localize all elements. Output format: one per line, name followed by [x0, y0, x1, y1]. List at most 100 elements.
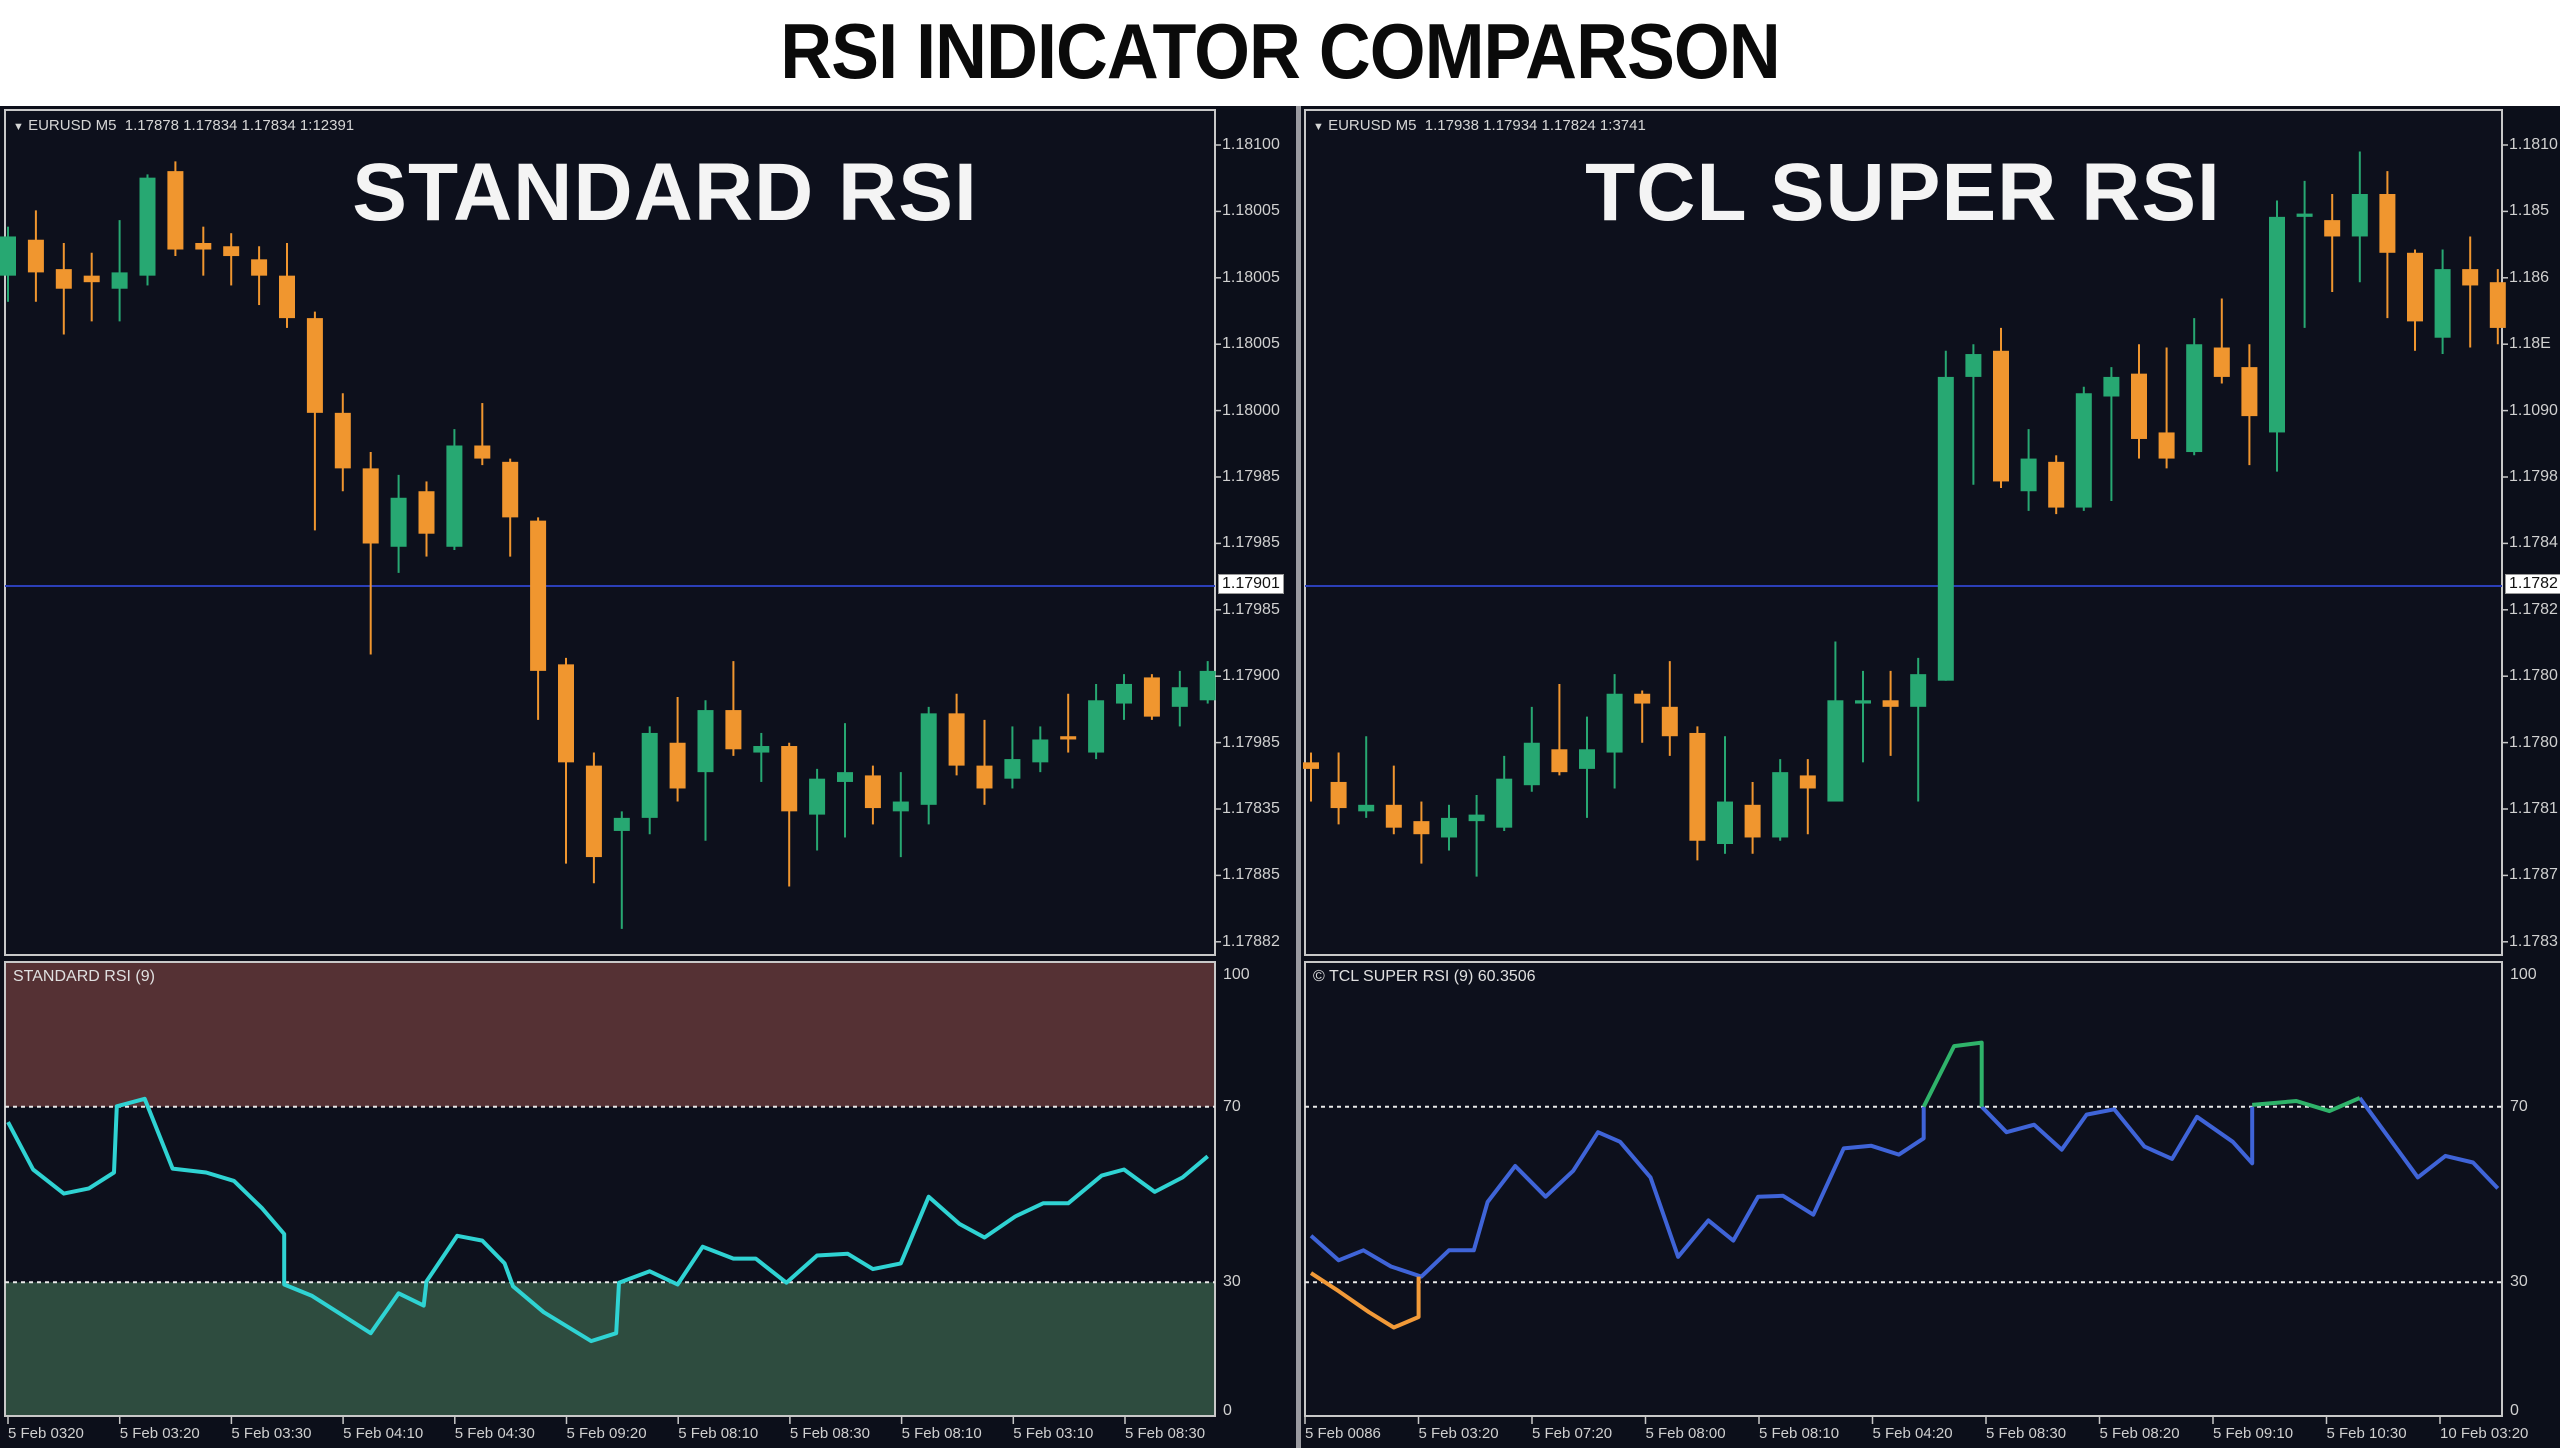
bullish-candle: [1910, 674, 1927, 707]
bullish-candle: [2434, 269, 2451, 338]
rsi-line-tcl_rsi_oversold: [1309, 1271, 1421, 1330]
oversold-zone: [6, 1282, 1214, 1415]
header-banner: RSI INDICATOR COMPARSON: [0, 0, 2560, 106]
bearish-candle: [27, 239, 44, 273]
bullish-candle: [809, 778, 826, 815]
bearish-candle: [669, 742, 686, 789]
rsi-axis-label: 100: [1223, 966, 1250, 983]
bullish-candle: [1004, 759, 1021, 779]
bullish-candle: [1606, 693, 1623, 753]
time-axis-label: 5 Feb 08:10: [678, 1425, 759, 1442]
bullish-candle: [1171, 687, 1188, 707]
bearish-candle: [251, 259, 268, 276]
bearish-candle: [2462, 269, 2479, 286]
bearish-candle: [334, 412, 351, 469]
rsi-line-standard_rsi_line: [6, 1096, 1209, 1344]
price-axis-label: 1.17835: [1222, 800, 1280, 817]
rsi-line-tcl_rsi_overbought: [2252, 1096, 2361, 1114]
bearish-candle: [864, 775, 881, 809]
bullish-candle: [1827, 700, 1844, 802]
rsi-axis-label: 0: [1223, 1402, 1232, 1419]
time-axis-label: 5 Feb 04:20: [1872, 1425, 1953, 1442]
bearish-candle: [2407, 252, 2423, 322]
price-plot-area-left: [4, 109, 1216, 956]
bullish-candle: [837, 772, 853, 782]
bullish-candle: [446, 445, 463, 547]
rsi-axis-label: 0: [2510, 1402, 2519, 1419]
bullish-candle: [2020, 458, 2037, 492]
bullish-candle: [1579, 749, 1595, 769]
price-axis-label: 1.1787: [2509, 866, 2558, 884]
chart-header: ▼ EURUSD M5 1.17938 1.17934 1.17824 1:37…: [1313, 117, 1646, 134]
time-axis-label: 5 Feb 03:20: [1418, 1425, 1499, 1442]
bullish-candle: [2075, 393, 2092, 508]
time-axis-label: 5 Feb 04:10: [343, 1425, 424, 1442]
bullish-candle: [1088, 700, 1105, 753]
time-axis-label: 5 Feb 08:20: [2099, 1425, 2180, 1442]
bearish-candle: [1634, 693, 1651, 704]
symbol-label: EURUSD M5: [1328, 117, 1417, 134]
time-axis-label: 5 Feb 04:30: [454, 1425, 535, 1442]
price-axis-label: 1.18005: [1222, 202, 1280, 220]
time-axis-label: 5 Feb 03:20: [119, 1425, 200, 1442]
dropdown-triangle-icon[interactable]: ▼: [13, 121, 24, 133]
rsi-axis-label: 70: [2510, 1097, 2528, 1115]
bearish-candle: [418, 491, 435, 534]
bearish-candle: [195, 242, 212, 250]
bearish-candle: [2213, 347, 2230, 377]
bearish-candle: [306, 318, 323, 413]
bearish-candle: [1993, 350, 2009, 482]
time-axis-label: 5 Feb 08:10: [901, 1425, 982, 1442]
price-axis-label: 1.17885: [1222, 866, 1280, 884]
bearish-candle: [1689, 732, 1706, 841]
bearish-candle: [2241, 367, 2258, 417]
bullish-candle: [0, 236, 16, 276]
bearish-candle: [1330, 781, 1347, 809]
price-axis-label: 1.1798: [2509, 468, 2558, 485]
panel-overlay-title: STANDARD RSI: [352, 147, 978, 238]
price-axis-label: 1.185: [2509, 202, 2550, 220]
bullish-candle: [2186, 344, 2203, 453]
bearish-candle: [2379, 193, 2396, 253]
bullish-candle: [2296, 213, 2313, 217]
page-title: RSI INDICATOR COMPARSON: [780, 7, 1780, 95]
dropdown-triangle-icon[interactable]: ▼: [1313, 121, 1324, 133]
bearish-candle: [1143, 677, 1160, 717]
price-axis-label: 1.1090: [2509, 401, 2558, 419]
time-axis-label: 5 Feb 10:30: [2326, 1425, 2407, 1442]
bearish-candle: [1799, 775, 1816, 789]
time-axis-label: 5 Feb 08:10: [1759, 1425, 1840, 1442]
price-axis-label: 1.17985: [1222, 600, 1280, 618]
bullish-candle: [1772, 772, 1789, 838]
bearish-candle: [1882, 700, 1899, 707]
bullish-candle: [2269, 216, 2285, 433]
rsi-line-tcl_rsi_neutral: [1980, 1105, 2255, 1166]
bearish-candle: [362, 468, 379, 544]
price-axis-label: 1.1782: [2509, 600, 2558, 618]
bearish-candle: [948, 713, 965, 766]
price-axis-label: 1.17985: [1222, 534, 1280, 552]
chart-header: ▼ EURUSD M5 1.17878 1.17834 1.17834 1:12…: [13, 117, 354, 134]
time-axis-label: 5 Feb 09:10: [2213, 1425, 2294, 1442]
price-axis-label: 1.17985: [1222, 468, 1280, 485]
rsi-axis-label: 70: [1223, 1097, 1241, 1115]
bullish-candle: [1032, 739, 1049, 763]
bullish-candle: [1937, 376, 1954, 681]
bullish-candle: [2103, 376, 2120, 397]
ohlc-values: 1.17878 1.17834 1.17834 1:12391: [124, 117, 355, 134]
time-axis-label: 5 Feb 03:10: [1013, 1425, 1094, 1442]
bearish-candle: [2489, 282, 2506, 328]
price-axis-label: 1.1783: [2509, 932, 2558, 950]
bearish-candle: [585, 765, 602, 858]
bearish-candle: [55, 269, 72, 289]
bearish-candle: [223, 246, 240, 257]
bullish-candle: [1116, 683, 1132, 704]
price-axis-label: 1.186: [2509, 268, 2550, 286]
price-axis-label: 1.18005: [1222, 335, 1280, 353]
time-axis-label: 5 Feb 08:30: [1986, 1425, 2067, 1442]
bullish-candle: [1468, 814, 1485, 822]
bearish-candle: [530, 520, 547, 671]
bearish-candle: [558, 664, 574, 763]
bullish-candle: [697, 710, 714, 773]
panel-divider: [1296, 106, 1301, 1448]
